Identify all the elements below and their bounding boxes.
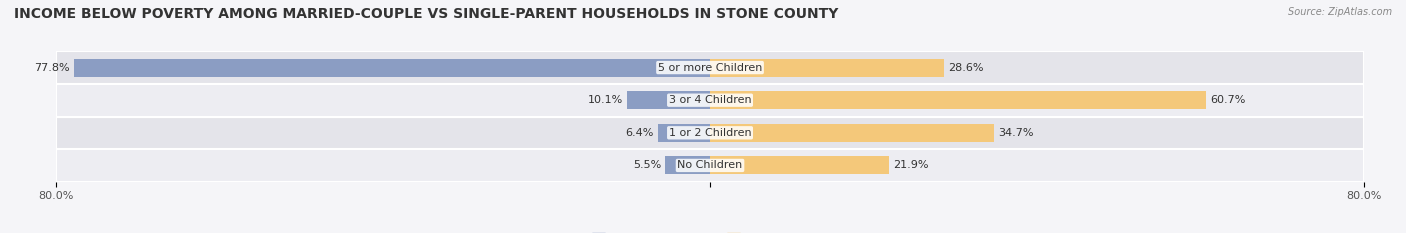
Bar	[710, 124, 994, 142]
Text: 21.9%: 21.9%	[893, 161, 928, 170]
Text: No Children: No Children	[678, 161, 742, 170]
Legend: Married Couples, Single Parents: Married Couples, Single Parents	[588, 229, 832, 233]
Bar	[627, 91, 710, 109]
Bar	[658, 124, 710, 142]
Bar	[710, 59, 943, 76]
Text: 1 or 2 Children: 1 or 2 Children	[669, 128, 751, 138]
Text: 34.7%: 34.7%	[998, 128, 1033, 138]
Bar	[56, 116, 1364, 149]
Text: INCOME BELOW POVERTY AMONG MARRIED-COUPLE VS SINGLE-PARENT HOUSEHOLDS IN STONE C: INCOME BELOW POVERTY AMONG MARRIED-COUPL…	[14, 7, 838, 21]
Text: 28.6%: 28.6%	[948, 63, 983, 72]
Bar	[710, 157, 889, 174]
Text: 3 or 4 Children: 3 or 4 Children	[669, 95, 751, 105]
Bar	[75, 59, 710, 76]
Text: Source: ZipAtlas.com: Source: ZipAtlas.com	[1288, 7, 1392, 17]
Bar	[56, 51, 1364, 84]
Text: 6.4%: 6.4%	[626, 128, 654, 138]
Text: 60.7%: 60.7%	[1211, 95, 1246, 105]
Text: 77.8%: 77.8%	[35, 63, 70, 72]
Bar	[56, 149, 1364, 182]
Text: 5.5%: 5.5%	[633, 161, 661, 170]
Bar	[710, 91, 1206, 109]
Bar	[665, 157, 710, 174]
Text: 5 or more Children: 5 or more Children	[658, 63, 762, 72]
Text: 10.1%: 10.1%	[588, 95, 623, 105]
Bar	[56, 84, 1364, 116]
